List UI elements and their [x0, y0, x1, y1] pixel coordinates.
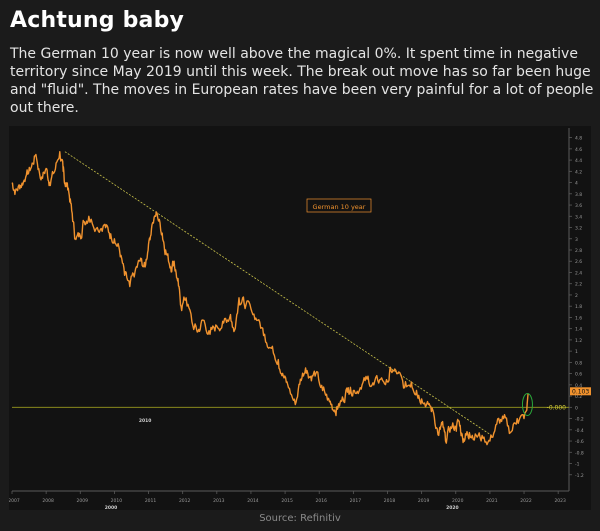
y-tick-label: 0.2 [575, 394, 582, 400]
x-tick-label: 2007 [9, 498, 20, 504]
y-tick-label: 2.2 [575, 282, 582, 288]
y-tick-label: -0.2 [575, 417, 584, 423]
y-tick-label: -0.6 [575, 439, 584, 445]
y-tick-label: 0.8 [575, 360, 582, 366]
x-tick-label: 2022 [520, 498, 532, 504]
last-value-box: 0.103 [570, 387, 591, 396]
x-tick-label: 2023 [554, 498, 566, 504]
y-tick-label: -1.2 [575, 473, 584, 479]
y-tick-label: 1.4 [575, 327, 582, 333]
y-tick-label: 0 [575, 405, 578, 411]
zero-line-label: -0.000 [547, 404, 567, 411]
x-tick-label: 2021 [486, 498, 498, 504]
series-line-german-10-year [11, 151, 529, 446]
page-title: Achtung baby [10, 8, 185, 33]
y-tick-label: 2 [575, 293, 578, 299]
x-tick-label: 2013 [213, 498, 225, 504]
last-value-label: 0.103 [572, 388, 589, 395]
y-tick-label: 3.8 [575, 192, 582, 198]
y-tick-label: 2.6 [575, 259, 582, 265]
yield-line-chart: -1.2 -1 -0.8 -0.6 -0.4 -0.2 0 0.2 0.4 0.6 0.8 1 1.2 1… [9, 128, 591, 510]
y-tick-label: 3.2 [575, 226, 582, 232]
legend-label: German 10 year [313, 203, 366, 211]
y-tick-label: 0.4 [575, 383, 582, 389]
x-tick-label: 2008 [42, 498, 54, 504]
y-tick-label: 3.4 [575, 214, 582, 220]
trend-line [64, 151, 492, 436]
x-tick-label: 2010 [111, 498, 123, 504]
y-tick-label: 4.2 [575, 169, 582, 175]
y-tick-label: -0.8 [575, 450, 584, 456]
x-tick-label: 2020 [452, 498, 464, 504]
y-axis-ticks: -1.2 -1 -0.8 -0.6 -0.4 -0.2 0 0.2 0.4 0.6 0.8 1 1.2 1… [569, 136, 584, 479]
y-tick-label: 1.8 [575, 304, 582, 310]
page-subtitle: The German 10 year is now well above the… [10, 46, 594, 116]
source-note: Source: Refinitiv [259, 513, 341, 524]
breakout-highlight-circle [521, 393, 533, 417]
x-axis-ticks: 2007 2008 2009 2010 2011 2012 2013 2014 2015 2016… [9, 418, 566, 510]
y-tick-label: 4.4 [575, 158, 582, 164]
legend-label-box: German 10 year [306, 198, 372, 213]
y-tick-label: 4 [575, 181, 578, 187]
x-tick-label: 2012 [179, 498, 191, 504]
x-tick-label: 2019 [418, 498, 430, 504]
x-sub-label: 2010 [139, 418, 152, 424]
y-tick-label: 2.4 [575, 270, 582, 276]
x-decade-label: 2000 [105, 505, 118, 510]
x-tick-label: 2016 [315, 498, 327, 504]
x-tick-label: 2011 [145, 498, 157, 504]
y-tick-label: 0.6 [575, 372, 582, 378]
x-tick-label: 2014 [247, 498, 259, 504]
y-tick-label: 1 [575, 349, 578, 355]
y-tick-label: -0.4 [575, 428, 584, 434]
x-tick-label: 2017 [350, 498, 362, 504]
y-tick-label: 1.6 [575, 315, 582, 321]
y-tick-label: -1 [575, 462, 580, 468]
y-tick-label: 2.8 [575, 248, 582, 254]
x-tick-label: 2009 [77, 498, 89, 504]
chart-panel: -1.2 -1 -0.8 -0.6 -0.4 -0.2 0 0.2 0.4 0.6 0.8 1 1.2 1… [9, 126, 591, 510]
x-decade-label: 2020 [446, 505, 459, 510]
y-tick-label: 3.6 [575, 203, 582, 209]
y-tick-label: 3 [575, 237, 578, 243]
x-tick-label: 2018 [384, 498, 396, 504]
y-tick-label: 1.2 [575, 338, 582, 344]
x-tick-label: 2015 [281, 498, 293, 504]
y-tick-label: 4.8 [575, 136, 582, 142]
y-tick-label: 4.6 [575, 147, 582, 153]
